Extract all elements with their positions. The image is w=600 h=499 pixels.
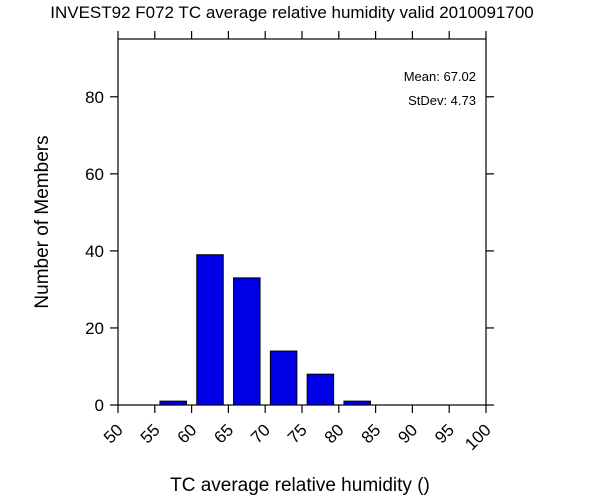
y-tick-label: 60 <box>85 165 104 184</box>
x-axis-label: TC average relative humidity () <box>170 475 430 496</box>
plot-area: 0 20 40 60 80 50 55 60 65 70 75 80 85 90 95 100 <box>85 31 495 454</box>
stdev-stat-label: StDev: 4.73 <box>408 93 476 108</box>
y-tick-label: 40 <box>85 242 104 261</box>
y-tick-label: 80 <box>85 88 104 107</box>
x-tick-label: 90 <box>394 420 421 447</box>
histogram-bar <box>159 400 187 406</box>
x-tick-label: 60 <box>174 420 201 447</box>
y-axis-ticks: 0 20 40 60 80 <box>85 88 494 415</box>
x-tick-label: 50 <box>100 420 127 447</box>
bars-group <box>159 254 371 406</box>
histogram-bar <box>306 373 335 406</box>
y-tick-label: 0 <box>95 396 104 415</box>
x-tick-label: 70 <box>247 420 274 447</box>
x-tick-label: 95 <box>431 420 458 447</box>
x-tick-label: 85 <box>358 420 385 447</box>
histogram-bar <box>233 277 261 406</box>
y-tick-label: 20 <box>85 319 104 338</box>
histogram-bar <box>343 400 371 406</box>
x-tick-label: 75 <box>284 420 311 447</box>
histogram-bar <box>269 350 298 406</box>
x-tick-label: 100 <box>461 420 494 453</box>
chart-title: INVEST92 F072 TC average relative humidi… <box>50 3 534 22</box>
y-axis-label: Number of Members <box>32 135 53 308</box>
x-tick-label: 80 <box>321 420 348 447</box>
x-tick-label: 65 <box>210 420 237 447</box>
mean-stat-label: Mean: 67.02 <box>404 69 476 84</box>
x-tick-label: 55 <box>137 420 164 447</box>
histogram-bar <box>196 254 224 406</box>
